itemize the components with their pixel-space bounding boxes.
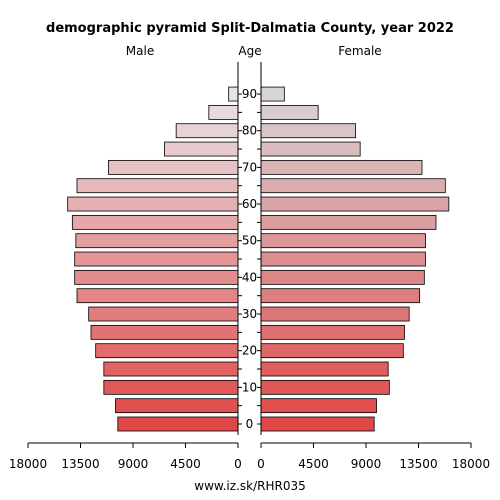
- male-bar-40-44: [74, 269, 239, 285]
- female-bar-80-84: [260, 123, 356, 139]
- female-bar-0-4: [260, 416, 375, 432]
- male-bar-75-79: [164, 141, 239, 157]
- female-bar-25-29: [260, 324, 405, 340]
- age-tick-label: 80: [242, 124, 257, 138]
- male-bar-60-64: [67, 196, 239, 212]
- male-bar-10-14: [103, 379, 239, 395]
- female-bar-15-19: [260, 361, 389, 377]
- age-label: Age: [238, 44, 261, 58]
- age-tick-label: 30: [242, 307, 257, 321]
- female-bar-45-49: [260, 251, 426, 267]
- female-bar-20-24: [260, 343, 404, 359]
- x-tick-label-right: 4500: [298, 457, 329, 471]
- female-bar-35-39: [260, 288, 421, 304]
- age-tick-label: 20: [242, 344, 257, 358]
- x-tick-label-left: 13500: [61, 457, 99, 471]
- male-bar-15-19: [103, 361, 239, 377]
- male-bar-55-59: [71, 214, 239, 230]
- male-bar-45-49: [74, 251, 239, 267]
- x-tick-label-left: 4500: [170, 457, 201, 471]
- female-bar-85-89: [260, 104, 319, 120]
- age-tick-label: 40: [242, 270, 257, 284]
- female-bar-55-59: [260, 214, 437, 230]
- x-tick-label-right: 13500: [399, 457, 437, 471]
- age-tick-label: 0: [246, 417, 254, 431]
- male-bar-30-34: [88, 306, 239, 322]
- x-tick-label-left: 9000: [118, 457, 149, 471]
- male-bar-65-69: [76, 178, 239, 194]
- female-bar-65-69: [260, 178, 446, 194]
- male-bar-35-39: [76, 288, 239, 304]
- male-bar-85-89: [208, 104, 239, 120]
- age-tick-label: 50: [242, 234, 257, 248]
- female-bar-50-54: [260, 233, 426, 249]
- age-tick-label: 60: [242, 197, 257, 211]
- x-tick-label-right: 9000: [351, 457, 382, 471]
- footer-url: www.iz.sk/RHR035: [194, 479, 305, 493]
- female-bar-70-74: [260, 159, 423, 175]
- male-bar-20-24: [95, 343, 239, 359]
- female-bar-60-64: [260, 196, 450, 212]
- female-label: Female: [338, 44, 381, 58]
- male-bar-25-29: [90, 324, 239, 340]
- female-bar-10-14: [260, 379, 390, 395]
- x-tick-label-right: 0: [257, 457, 265, 471]
- male-bar-50-54: [75, 233, 239, 249]
- female-bar-75-79: [260, 141, 361, 157]
- age-tick-label: 90: [242, 87, 257, 101]
- female-bar-30-34: [260, 306, 410, 322]
- age-tick-label: 10: [242, 380, 257, 394]
- x-tick-label-left: 18000: [9, 457, 47, 471]
- x-tick-label-left: 0: [234, 457, 242, 471]
- female-bar-90+: [260, 86, 285, 102]
- male-bar-5-9: [115, 398, 239, 414]
- x-tick-label-right: 18000: [452, 457, 490, 471]
- male-bar-90+: [228, 86, 239, 102]
- age-tick-label: 70: [242, 160, 257, 174]
- male-label: Male: [126, 44, 154, 58]
- female-bar-40-44: [260, 269, 425, 285]
- chart-title: demographic pyramid Split-Dalmatia Count…: [46, 21, 454, 36]
- axes-group: 0 10 20 30 40 50 60 70 80 90 18000 13500 9000 4500 0 0 4…: [9, 62, 490, 471]
- male-bar-80-84: [175, 123, 239, 139]
- male-bar-70-74: [108, 159, 239, 175]
- female-bar-5-9: [260, 398, 377, 414]
- male-bar-0-4: [117, 416, 239, 432]
